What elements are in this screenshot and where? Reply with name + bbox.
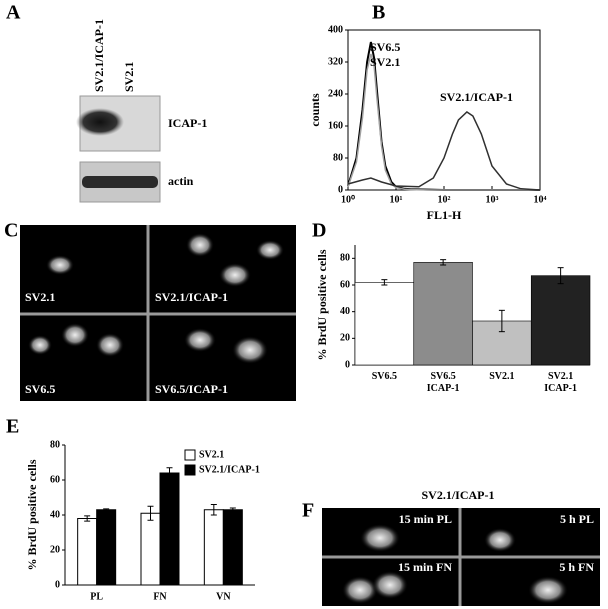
cell	[256, 240, 284, 260]
bar	[203, 509, 224, 586]
y-tick-label: 80	[340, 253, 350, 264]
x-tick-label: 10¹	[390, 194, 403, 205]
image-label: 15 min PL	[399, 512, 452, 526]
x-tick-label: VN	[216, 591, 231, 602]
cell	[46, 255, 74, 275]
cell	[528, 576, 568, 604]
line-series	[347, 53, 540, 191]
x-tick-label: SV2.1 ICAP-1	[544, 371, 577, 394]
legend-label: SV2.1/ICAP-1	[199, 464, 260, 475]
y-axis-label: counts	[308, 93, 322, 127]
panel-letter: D	[312, 220, 326, 242]
cell	[219, 263, 251, 287]
band	[76, 108, 124, 136]
y-tick-label: 320	[328, 56, 343, 67]
series-label: SV2.1	[370, 55, 400, 69]
x-tick-label: PL	[90, 591, 103, 602]
y-tick-label: 80	[50, 439, 60, 450]
series-label: SV6.5	[370, 40, 400, 54]
panel-letter: F	[302, 500, 314, 522]
x-tick-label: SV6.5	[372, 371, 397, 382]
cell	[186, 233, 214, 257]
panel-letter: B	[372, 2, 385, 24]
y-tick-label: 400	[328, 24, 343, 35]
bar	[140, 512, 161, 586]
bar	[222, 509, 243, 586]
panel-letter: A	[6, 2, 21, 24]
line-series	[347, 111, 541, 191]
x-tick-label: 10³	[486, 194, 499, 205]
panel-letter: E	[6, 416, 19, 438]
legend-swatch	[184, 449, 196, 461]
image-label: SV2.1/ICAP-1	[155, 290, 228, 304]
y-tick-label: 40	[340, 306, 350, 317]
x-tick-label: 10²	[438, 194, 451, 205]
y-tick-label: 240	[328, 88, 343, 99]
cell	[96, 333, 124, 357]
image-label: 15 min FN	[398, 560, 452, 574]
y-tick-label: 160	[328, 120, 343, 131]
cell	[484, 528, 516, 552]
image-label: SV6.5	[25, 382, 55, 396]
x-axis-label: FL1-H	[427, 208, 462, 222]
cell	[372, 571, 408, 599]
y-tick-label: 60	[340, 279, 350, 290]
bar	[96, 509, 117, 586]
image-label: 5 h PL	[560, 512, 594, 526]
bar	[354, 282, 415, 366]
x-tick-label: FN	[153, 591, 167, 602]
cell	[61, 323, 89, 347]
x-tick-label: SV6.5 ICAP-1	[427, 371, 460, 394]
x-tick-label: 10⁰	[341, 194, 355, 205]
band-label: actin	[168, 174, 194, 188]
band	[82, 176, 158, 188]
y-axis-label: % BrdU positive cells	[315, 249, 329, 360]
y-tick-label: 0	[345, 359, 350, 370]
y-tick-label: 60	[50, 474, 60, 485]
y-tick-label: 0	[55, 579, 60, 590]
panel-letter: C	[4, 220, 18, 242]
lane-label: SV2.1/ICAP-1	[92, 19, 106, 92]
y-tick-label: 0	[338, 184, 343, 195]
y-tick-label: 40	[50, 509, 60, 520]
image-label: SV2.1	[25, 290, 55, 304]
legend-swatch	[184, 464, 196, 476]
cell	[232, 336, 268, 364]
cell	[342, 576, 378, 604]
image-label: 5 h FN	[559, 560, 594, 574]
x-tick-label: 10⁴	[534, 194, 547, 205]
bar	[530, 275, 591, 366]
panel-title: SV2.1/ICAP-1	[421, 488, 494, 502]
cell	[28, 335, 52, 355]
y-axis-label: % BrdU positive cells	[25, 459, 39, 570]
y-tick-label: 20	[340, 333, 350, 344]
y-tick-label: 20	[50, 544, 60, 555]
x-tick-label: SV2.1	[489, 371, 514, 382]
y-tick-label: 80	[333, 152, 343, 163]
band-label: ICAP-1	[168, 116, 207, 130]
bar	[159, 472, 180, 586]
image-label: SV6.5/ICAP-1	[155, 382, 228, 396]
bar	[413, 262, 473, 366]
cell	[184, 328, 216, 352]
cell	[360, 524, 400, 552]
series-label: SV2.1/ICAP-1	[440, 90, 513, 104]
lane-label: SV2.1	[122, 62, 136, 92]
bar	[77, 518, 98, 586]
legend-label: SV2.1	[199, 449, 224, 460]
